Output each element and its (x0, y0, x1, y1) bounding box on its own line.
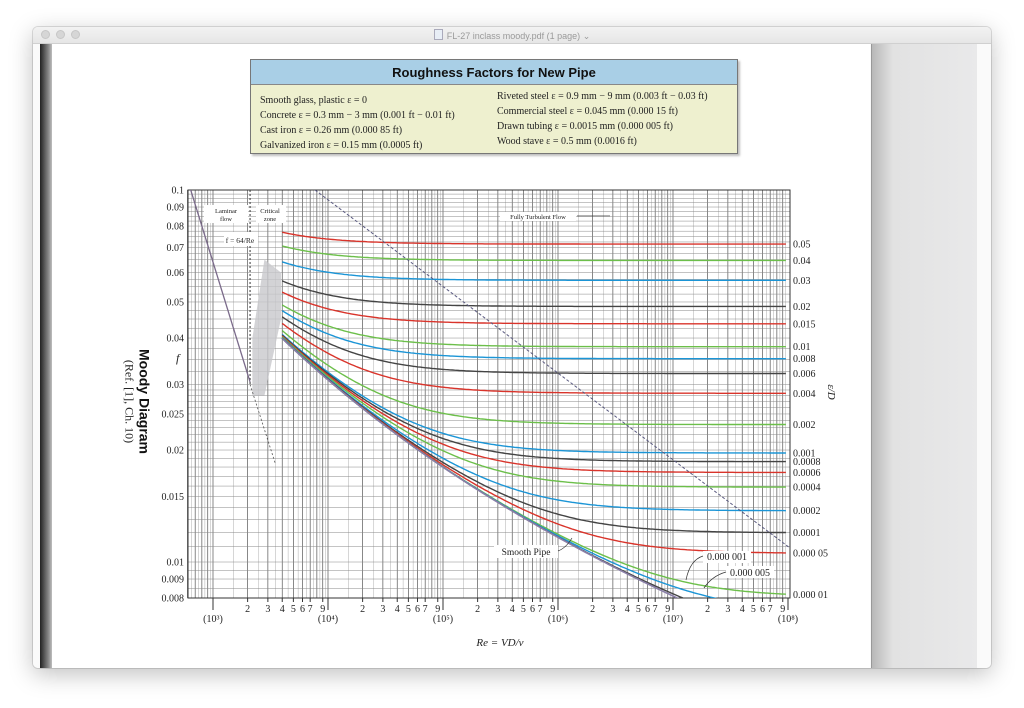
roughness-factors-table: Roughness Factors for New Pipe Smooth gl… (250, 59, 738, 154)
moody-side-title: Moody Diagram (Ref. [1], Ch. 10) (122, 327, 153, 477)
roughness-item: Smooth glass, plastic ε = 0 (260, 95, 368, 106)
moody-title: Moody Diagram (136, 348, 153, 454)
roughness-item: Concrete ε = 0.3 mm − 3 mm (0.001 ft − 0… (260, 110, 455, 121)
roughness-item: Wood stave ε = 0.5 mm (0.0016 ft) (497, 136, 637, 147)
roughness-item: Drawn tubing ε = 0.0015 mm (0.000 005 ft… (497, 121, 673, 132)
zoom-button[interactable] (71, 30, 80, 39)
roughness-left-column: Smooth glass, plastic ε = 0 Concrete ε =… (260, 93, 455, 153)
pdf-document-icon (433, 29, 443, 40)
minimize-button[interactable] (56, 30, 65, 39)
chevron-down-icon: ⌄ (582, 31, 591, 41)
window-title[interactable]: FL-27 inclass moody.pdf (1 page) ⌄ (33, 29, 991, 42)
roughness-right-column: Riveted steel ε = 0.9 mm − 9 mm (0.003 f… (497, 89, 708, 149)
page-shadow-left (40, 44, 54, 668)
page-scan-edge (871, 44, 977, 668)
roughness-title: Roughness Factors for New Pipe (251, 60, 737, 85)
roughness-item: Riveted steel ε = 0.9 mm − 9 mm (0.003 f… (497, 91, 708, 102)
roughness-item: Galvanized iron ε = 0.15 mm (0.0005 ft) (260, 140, 423, 151)
roughness-item: Commercial steel ε = 0.045 mm (0.000 15 … (497, 106, 678, 117)
close-button[interactable] (41, 30, 50, 39)
moody-reference: (Ref. [1], Ch. 10) (122, 359, 137, 444)
title-bar: FL-27 inclass moody.pdf (1 page) ⌄ (33, 27, 991, 44)
roughness-item: Cast iron ε = 0.26 mm (0.000 85 ft) (260, 125, 403, 136)
window-title-text: FL-27 inclass moody.pdf (1 page) (446, 31, 581, 41)
